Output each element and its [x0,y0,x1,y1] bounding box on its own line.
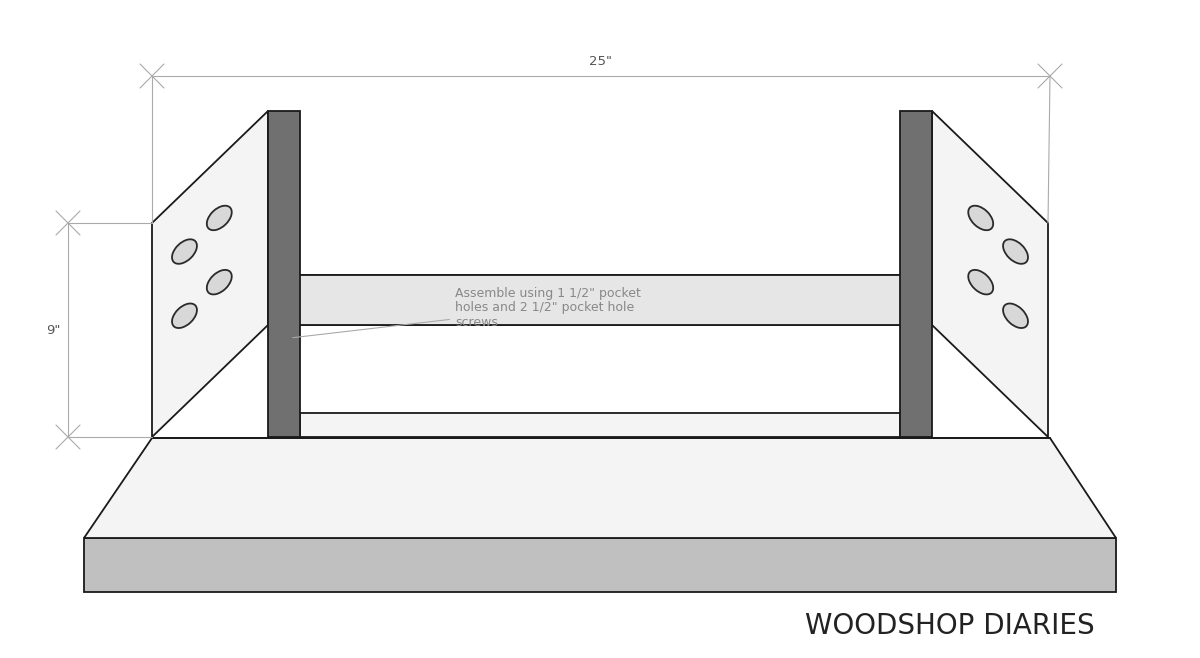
Ellipse shape [968,270,994,294]
Text: Assemble using 1 1/2" pocket
holes and 2 1/2" pocket hole
screws: Assemble using 1 1/2" pocket holes and 2… [293,286,641,338]
Text: 9": 9" [46,324,60,336]
Ellipse shape [968,206,994,230]
Polygon shape [152,111,268,437]
Ellipse shape [172,240,197,264]
Ellipse shape [1003,303,1028,328]
Ellipse shape [206,206,232,230]
Text: 25": 25" [589,55,612,68]
Polygon shape [932,111,1048,437]
Polygon shape [300,413,900,437]
Ellipse shape [1003,240,1028,264]
Polygon shape [84,438,1116,538]
Ellipse shape [206,270,232,294]
Polygon shape [900,111,932,437]
Polygon shape [268,275,932,325]
Polygon shape [84,538,1116,592]
Ellipse shape [172,303,197,328]
Polygon shape [268,275,932,325]
Text: WOODSHOP DIARIES: WOODSHOP DIARIES [805,612,1096,640]
Polygon shape [268,111,300,437]
